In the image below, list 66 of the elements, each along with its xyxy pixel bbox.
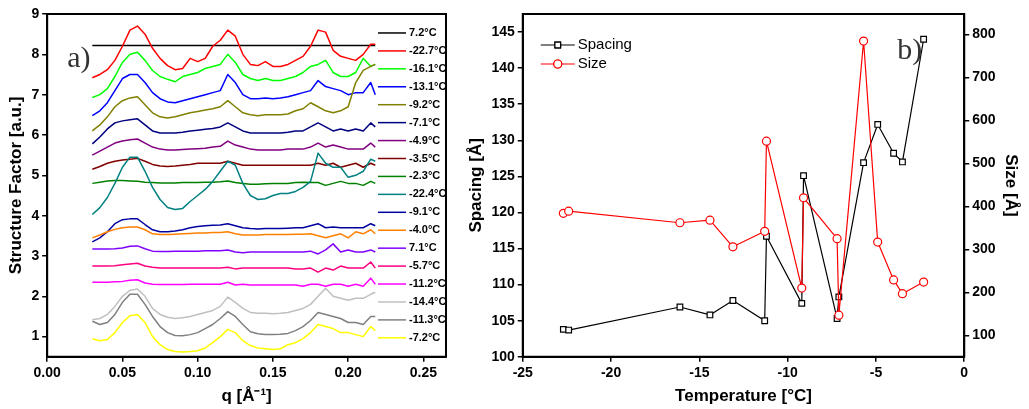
y2-tick-label: 300 [972,240,996,257]
x-tick-label: 0.05 [108,364,137,381]
y-tick-label: 105 [491,311,515,328]
legend-label: -2.3°C [409,169,441,182]
y-tick-label: 130 [491,131,515,148]
y-tick-label: 120 [491,203,515,220]
legend-label: -9.1°C [409,205,441,218]
legend-label: -7.2°C [409,330,441,343]
legend-label: -5.7°C [409,259,441,272]
x-tick-label: 0.25 [409,364,438,381]
y-axis-title: Spacing [Å] [465,138,485,233]
legend-label: -3.5°C [409,151,441,164]
legend-label: -11.3°C [409,312,446,325]
legend-label: -22.7°C [409,43,447,56]
y2-tick-label: 200 [972,283,996,300]
y-tick-label: 7 [31,85,40,102]
legend-label: -4.0°C [409,223,441,236]
y-tick-label: 100 [491,347,515,364]
legend-label: -22.4°C [409,187,447,200]
x-tick-label: 0.10 [184,364,212,381]
y2-tick-label: 400 [972,197,996,214]
y2-tick-label: 800 [972,25,996,42]
y2-tick-label: 700 [972,68,996,85]
legend-label: -11.2°C [409,277,446,290]
y-tick-label: 140 [491,58,515,75]
x-axis-title: q [Å⁻¹] [221,386,272,406]
y2-axis-title: Size [Å] [1002,154,1022,217]
x-tick-label: -10 [777,364,798,381]
y-tick-label: 9 [31,4,40,21]
y2-tick-label: 600 [972,111,996,128]
annotation: b) [897,32,923,66]
y-tick-label: 110 [492,275,515,292]
x-tick-label: -20 [600,364,622,381]
x-tick-label: 0.15 [259,364,287,381]
y2-tick-label: 100 [972,326,996,343]
x-tick-label: 0.20 [334,364,363,381]
y-tick-label: 115 [492,239,515,256]
y-tick-label: 135 [491,95,515,112]
legend-label: -13.1°C [409,79,447,92]
legend-label: -7.1°C [409,115,441,128]
legend-label: 7.2°C [409,26,437,38]
legend-label: 7.1°C [409,241,437,254]
x-tick-label: 0 [960,364,969,381]
legend-label: Spacing [577,35,632,53]
y-tick-label: 1 [31,327,40,344]
x-tick-label: -15 [689,364,710,381]
annotation: a) [67,40,91,74]
legend-label: Size [577,54,607,72]
x-tick-label: 0.00 [33,364,62,381]
y-tick-label: 125 [491,167,515,184]
x-axis-title: Temperature [°C] [675,386,812,406]
y2-tick-label: 500 [972,154,996,171]
y-tick-label: 145 [491,22,515,39]
legend-label: -14.4°C [409,295,447,307]
legend-label: -9.2°C [409,97,441,110]
y-tick-label: 2 [31,287,40,304]
legend-label: -16.1°C [409,61,447,74]
y-tick-label: 6 [31,125,40,142]
legend-label: -4.9°C [409,133,441,146]
y-tick-label: 3 [31,246,40,263]
y-axis-title: Structure Factor [a.u.] [5,96,25,275]
y-tick-label: 4 [31,206,40,223]
y-tick-label: 8 [31,45,40,62]
y-tick-label: 5 [31,166,40,183]
x-tick-label: -25 [512,364,534,381]
x-tick-label: -5 [869,364,883,381]
